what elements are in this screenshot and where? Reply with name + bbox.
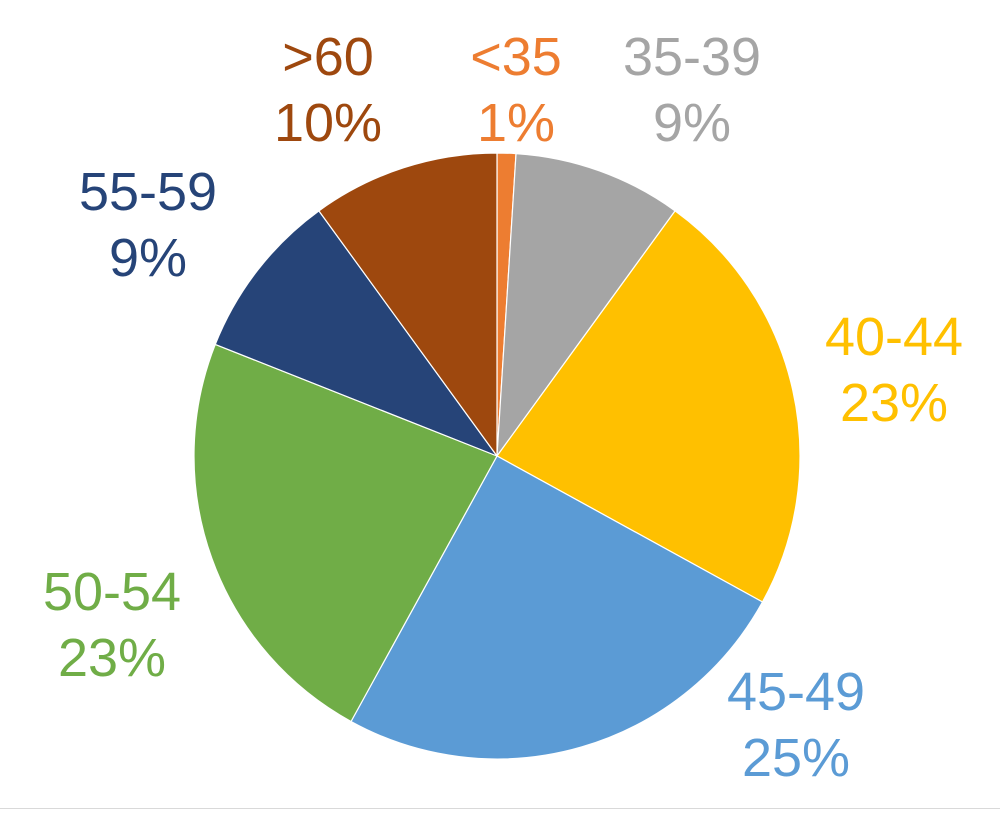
pie-slice-55-59 [214, 210, 498, 457]
slice-percent-label: 1% [477, 93, 555, 153]
pie-slice-60 [318, 152, 498, 457]
slice-percent-label: 9% [653, 93, 731, 153]
slice-category-label: 40-44 [825, 307, 963, 367]
slice-percent-label: 10% [274, 93, 382, 153]
pie-data-labels: <351%35-399%40-4423%45-4925%50-5423%55-5… [43, 27, 963, 788]
pie-slice-40-44 [496, 210, 801, 603]
slice-category-label: 35-39 [623, 27, 761, 87]
pie-slice-50-54 [193, 343, 498, 723]
slice-percent-label: 23% [840, 373, 948, 433]
slice-category-label: <35 [470, 27, 562, 87]
slice-percent-label: 23% [58, 628, 166, 688]
slice-category-label: 55-59 [79, 162, 217, 222]
slice-category-label: 45-49 [727, 662, 865, 722]
slice-percent-label: 25% [742, 728, 850, 788]
slice-percent-label: 9% [109, 228, 187, 288]
pie-slices [193, 152, 801, 760]
bottom-divider [0, 808, 1000, 809]
slice-category-label: >60 [282, 27, 374, 87]
slice-category-label: 50-54 [43, 562, 181, 622]
pie-slice-45-49 [350, 455, 764, 760]
pie-slice-35-39 [496, 152, 676, 457]
